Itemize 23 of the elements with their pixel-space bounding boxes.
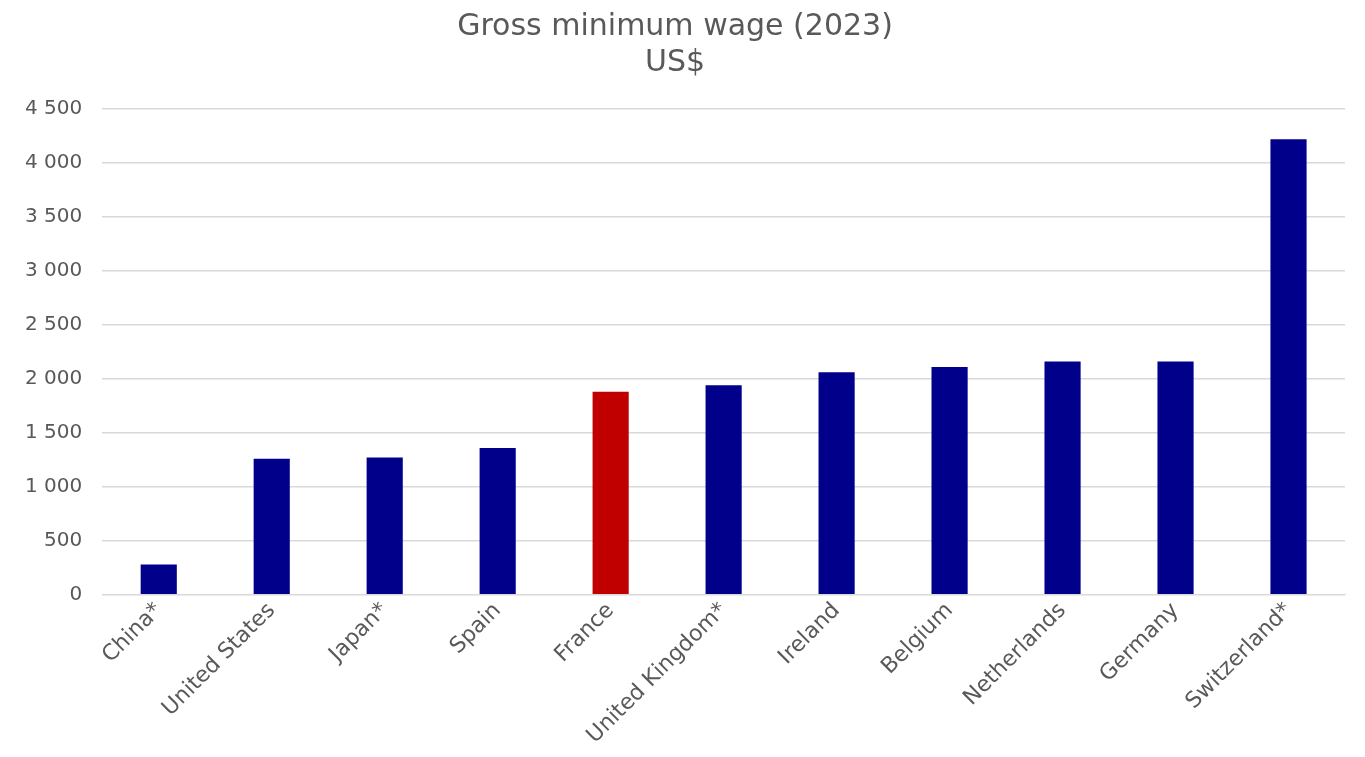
bar <box>592 391 629 594</box>
y-tick-label: 0 <box>69 580 83 605</box>
bar <box>818 372 855 594</box>
y-tick-label: 500 <box>44 526 83 551</box>
bar <box>931 366 968 594</box>
y-tick-label: 4 500 <box>24 95 83 120</box>
y-tick-label: 2 000 <box>24 365 83 390</box>
bar <box>366 457 403 594</box>
bar <box>705 385 742 594</box>
bar <box>1157 361 1194 594</box>
bar <box>1270 139 1307 594</box>
chart-subtitle: US$ <box>644 42 706 78</box>
y-tick-label: 1 500 <box>24 419 83 443</box>
y-tick-label: 3 500 <box>24 203 83 228</box>
chart-title: Gross minimum wage (2023) <box>457 6 893 42</box>
y-tick-label: 1 000 <box>24 472 83 497</box>
bar <box>140 564 177 594</box>
bar <box>479 447 516 594</box>
y-tick-label: 2 500 <box>24 311 83 336</box>
bar <box>1044 361 1081 594</box>
y-tick-label: 4 000 <box>24 149 83 174</box>
y-tick-label: 3 000 <box>24 257 83 282</box>
bar <box>253 458 290 594</box>
